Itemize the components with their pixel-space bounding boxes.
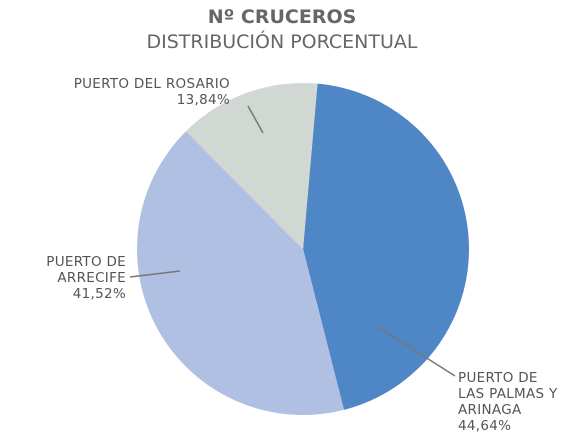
leader-line <box>247 105 264 134</box>
leader-line <box>377 326 456 377</box>
slice-label: PUERTO DE ARRECIFE 41,52% <box>20 254 126 302</box>
value-label: 44,64% <box>458 418 512 434</box>
slice-label: PUERTO DEL ROSARIO 13,84% <box>20 76 230 108</box>
leader-line <box>129 270 181 278</box>
pie-slice <box>137 131 344 416</box>
chart-title: Nº CRUCEROS <box>207 6 357 28</box>
pie-slice <box>185 83 318 249</box>
slice-label: PUERTO DE LAS PALMAS Y ARINAGA 44,64% <box>458 370 558 434</box>
value-label: 41,52% <box>72 286 126 302</box>
category-label: PUERTO DEL ROSARIO <box>73 76 230 92</box>
slices <box>137 83 469 416</box>
value-label: 13,84% <box>176 92 230 108</box>
pie-slice <box>303 83 469 410</box>
chart-subtitle: DISTRIBUCIÓN PORCENTUAL <box>146 31 418 53</box>
category-label: PUERTO DE ARRECIFE <box>46 254 126 286</box>
category-label: PUERTO DE LAS PALMAS Y ARINAGA <box>458 370 558 418</box>
